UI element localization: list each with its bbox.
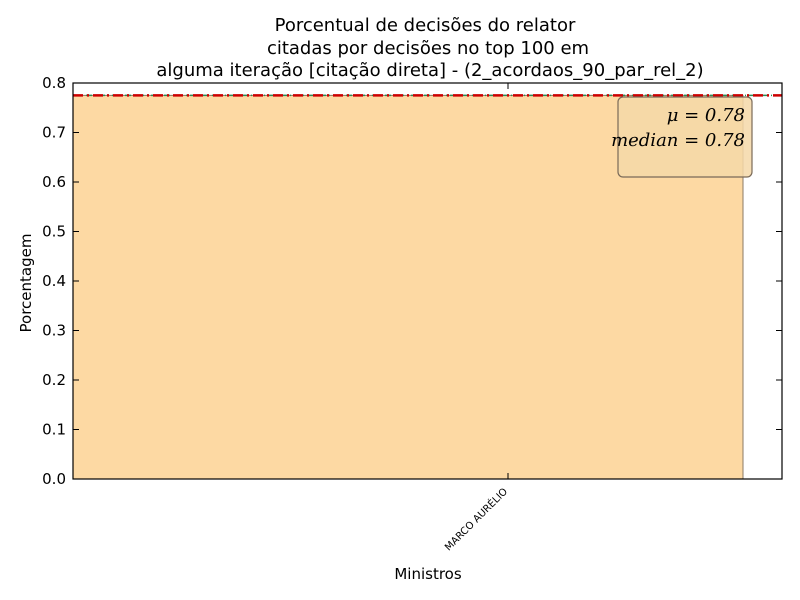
stats-box-frame [617, 96, 753, 178]
y-tick-label-3: 0.3 [42, 322, 66, 340]
x-category-label-0: MARCO AURÉLIO [442, 485, 511, 554]
chart-title-line-1: Porcentual de decisões do relator [275, 15, 576, 36]
y-tick-label-5: 0.5 [42, 223, 66, 241]
chart-title-line-2: citadas por decisões no top 100 em [267, 38, 589, 59]
y-tick-label-0: 0.0 [42, 470, 66, 488]
y-tick-label-1: 0.1 [42, 421, 66, 439]
chart-title-line-3: alguma iteração [citação direta] - (2_ac… [156, 60, 703, 81]
x-axis-label: Ministros [394, 565, 461, 583]
mean-stat-text: μ = 0.78 [667, 105, 745, 126]
y-tick-label-6: 0.6 [42, 173, 66, 191]
y-tick-label-8: 0.8 [42, 74, 66, 92]
stats-box: μ = 0.78 median = 0.78 [611, 96, 753, 178]
y-tick-label-7: 0.7 [42, 124, 66, 142]
y-tick-label-2: 0.2 [42, 371, 66, 389]
median-stat-text: median = 0.78 [611, 130, 745, 151]
y-axis-ticks: 0.0 0.1 0.2 0.3 0.4 0.5 0.6 0.7 0.8 [42, 74, 782, 488]
y-axis-label: Porcentagem [17, 234, 35, 333]
y-tick-label-4: 0.4 [42, 272, 66, 290]
